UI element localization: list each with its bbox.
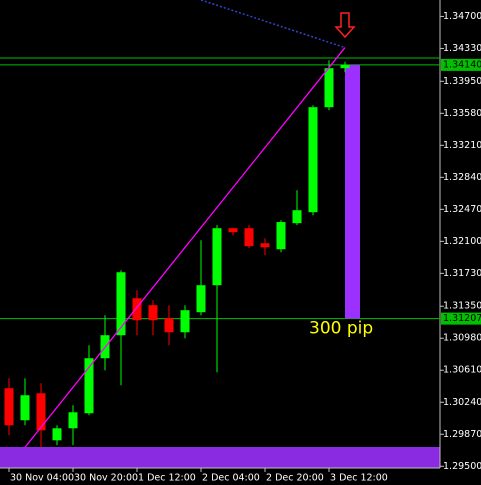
level-label-box [441,58,481,71]
y-tick-label: 1.31730 [443,268,481,279]
candle-body [52,428,62,441]
candle-body [20,395,30,421]
y-tick-label: 1.29500 [443,461,481,472]
y-tick-label: 1.34330 [443,43,481,54]
x-tick-label: 1 Dec 12:00 [138,473,196,484]
range-label: 300 pip [309,319,373,339]
range-bar [345,64,360,319]
candle-body [36,393,46,431]
level-label-box [441,312,481,325]
down-arrow [334,12,356,39]
indicator-band [0,447,440,468]
candle-body [164,318,174,333]
y-tick-label: 1.33210 [443,140,481,151]
x-tick-label: 30 Nov 04:00 [10,473,74,484]
candle-body [4,388,14,426]
trend-line [24,47,346,448]
candle-body [84,358,94,414]
candle-body [116,272,126,336]
candle-body [148,305,158,321]
y-tick-label: 1.30610 [443,365,481,376]
candle-body [292,210,302,224]
y-tick-label: 1.34700 [443,11,481,22]
candle-body [68,412,78,429]
level-label: 1.34140 [443,59,481,70]
y-tick-label: 1.32840 [443,172,481,183]
y-tick-label: 1.32100 [443,236,481,247]
x-tick-label: 2 Dec 04:00 [202,473,260,484]
candle-body [308,107,318,213]
x-tick-label: 3 Dec 12:00 [330,473,388,484]
y-tick-label: 1.33580 [443,108,481,119]
x-tick-label: 2 Dec 20:00 [266,473,324,484]
candle-body [260,243,270,248]
candle-body [180,310,190,333]
candle-body [132,298,142,321]
y-tick-label: 1.32470 [443,204,481,215]
candle-body [196,285,206,313]
y-tick-label: 1.30980 [443,333,481,344]
candle-body [212,228,222,286]
dotted-line [200,0,346,49]
candle-body [340,64,350,69]
candle-body [228,228,238,233]
y-tick-label: 1.33950 [443,76,481,87]
candle-body [324,68,334,108]
candle-body [244,228,254,247]
y-tick-label: 1.29870 [443,429,481,440]
candle-body [276,222,286,250]
y-tick-label: 1.30240 [443,397,481,408]
level-label: 1.31207 [443,313,481,324]
x-tick-label: 30 Nov 20:00 [74,473,138,484]
y-tick-label: 1.31350 [443,301,481,312]
